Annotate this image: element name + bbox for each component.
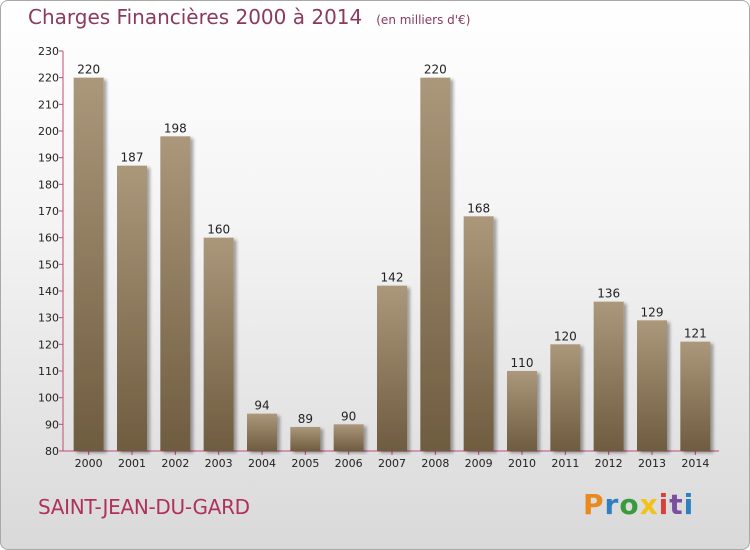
value-label-2013: 129 <box>641 305 664 319</box>
bar-2006 <box>333 424 364 451</box>
y-tick-label: 140 <box>38 285 59 298</box>
logo-letter: P <box>583 488 605 521</box>
bar-2003 <box>203 237 234 451</box>
x-tick-label-2007: 2007 <box>378 457 406 470</box>
x-tick-label-2010: 2010 <box>508 457 536 470</box>
bar-2010 <box>507 371 537 451</box>
y-tick-label: 170 <box>38 205 59 218</box>
y-tick-label: 210 <box>38 98 59 111</box>
logo-letter: i <box>658 488 670 521</box>
y-tick-label: 180 <box>38 178 59 191</box>
bar-2013 <box>637 320 667 451</box>
logo-letter: x <box>639 488 659 521</box>
value-label-2012: 136 <box>597 287 620 301</box>
y-tick-label: 120 <box>38 338 59 351</box>
x-tick-label-2011: 2011 <box>551 457 579 470</box>
x-tick-label-2006: 2006 <box>335 457 363 470</box>
x-tick-label-2005: 2005 <box>291 457 319 470</box>
bar-2007 <box>377 285 407 451</box>
x-tick-label-2014: 2014 <box>681 457 709 470</box>
value-label-2004: 94 <box>254 399 269 413</box>
y-tick-label: 100 <box>38 392 59 405</box>
chart-unit: (en milliers d'€) <box>376 13 471 27</box>
x-tick-label-2009: 2009 <box>465 457 493 470</box>
town-name: SAINT-JEAN-DU-GARD <box>38 495 250 519</box>
y-tick-label: 230 <box>38 45 59 58</box>
value-label-2011: 120 <box>554 329 577 343</box>
y-tick-label: 130 <box>38 312 59 325</box>
bar-2009 <box>463 216 494 451</box>
bar-2001 <box>117 165 147 451</box>
y-tick-label: 90 <box>45 418 59 431</box>
x-tick-label-2012: 2012 <box>595 457 623 470</box>
x-tick-label-2002: 2002 <box>161 457 189 470</box>
y-tick-label: 190 <box>38 152 59 165</box>
bar-2002 <box>160 136 191 452</box>
logo-letter: t <box>669 488 684 521</box>
value-label-2008: 220 <box>424 63 447 77</box>
value-label-2002: 198 <box>164 121 187 135</box>
bar-2014 <box>680 341 711 451</box>
y-tick-label: 220 <box>38 72 59 85</box>
bar-2012 <box>593 301 624 451</box>
bar-2000 <box>73 77 104 452</box>
data-labels: 220 187 198 160 94 89 90 142 220 168 110 120 136 129 1… <box>77 63 707 426</box>
bar-2005 <box>290 427 321 451</box>
value-label-2000: 220 <box>77 63 100 77</box>
chart-title-text: Charges Financières 2000 à 2014 <box>28 5 363 29</box>
x-tick-label-2001: 2001 <box>118 457 146 470</box>
bars <box>73 77 711 452</box>
value-label-2006: 90 <box>341 409 356 423</box>
bar-2004 <box>247 413 277 451</box>
axes: 80 90 100 110 120 130 140 150 160 170 180 190 200 210… <box>38 45 719 470</box>
bar-2011 <box>550 344 581 451</box>
y-tick-label: 200 <box>38 125 59 138</box>
x-tick-label-2003: 2003 <box>205 457 233 470</box>
logo-letter: o <box>619 488 640 521</box>
value-label-2001: 187 <box>121 151 144 165</box>
x-tick-label-2008: 2008 <box>421 457 449 470</box>
value-label-2010: 110 <box>511 356 534 370</box>
chart-title: Charges Financières 2000 à 2014 (en milli… <box>28 5 470 29</box>
y-tick-label: 80 <box>45 445 59 458</box>
logo-letter: r <box>604 488 620 521</box>
value-label-2014: 121 <box>684 327 707 341</box>
bar-2008 <box>420 77 451 452</box>
y-tick-label: 160 <box>38 232 59 245</box>
y-tick-label: 110 <box>38 365 59 378</box>
value-label-2003: 160 <box>207 223 230 237</box>
proxiti-logo: Proxiti <box>583 488 694 521</box>
logo-letter: i <box>683 488 695 521</box>
x-tick-label-2004: 2004 <box>248 457 276 470</box>
y-tick-label: 150 <box>38 258 59 271</box>
value-label-2007: 142 <box>381 271 404 285</box>
x-tick-label-2000: 2000 <box>75 457 103 470</box>
x-tick-label-2013: 2013 <box>638 457 666 470</box>
value-label-2009: 168 <box>467 201 490 215</box>
value-label-2005: 89 <box>298 412 313 426</box>
